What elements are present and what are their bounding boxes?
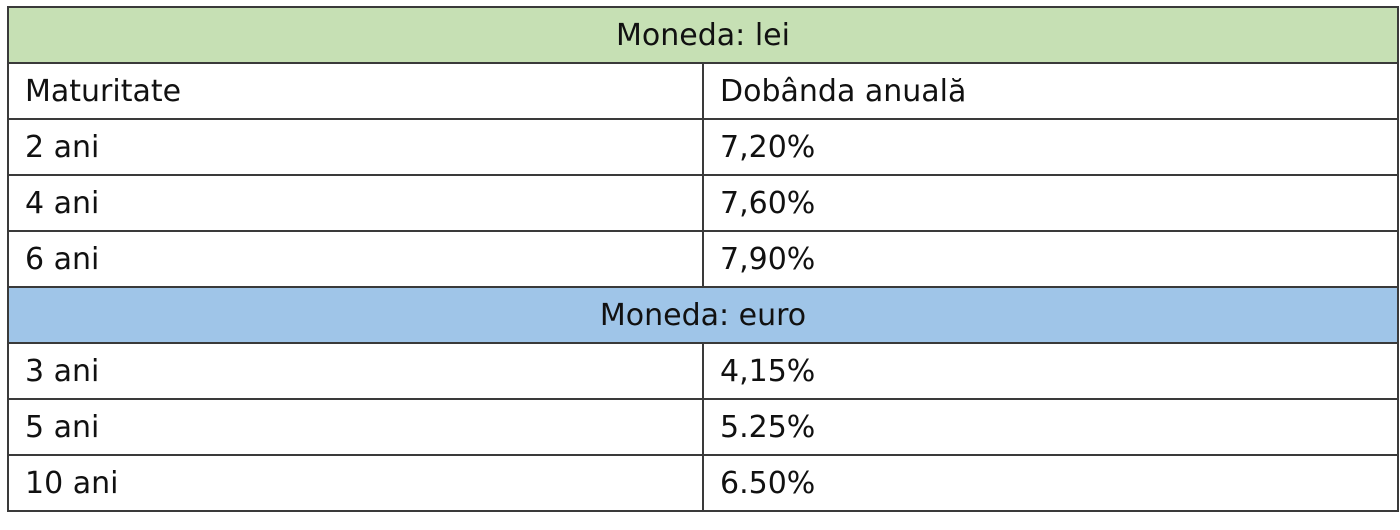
table-body: Moneda: lei Maturitate Dobânda anuală 2 ani… [7, 6, 1399, 512]
maturity-cell: 2 ani [7, 118, 704, 176]
section-title: Moneda: lei [7, 6, 1399, 64]
rate-cell: 7,20% [702, 118, 1399, 176]
data-row: 5 ani 5.25% [7, 398, 1399, 456]
maturity-cell: 4 ani [7, 174, 704, 232]
data-row: 4 ani 7,60% [7, 174, 1399, 232]
rates-table: Moneda: lei Maturitate Dobânda anuală 2 ani… [7, 6, 1399, 512]
data-row: 3 ani 4,15% [7, 342, 1399, 400]
header-cell: Maturitate [7, 62, 704, 120]
maturity-cell: 6 ani [7, 230, 704, 288]
maturity-cell: 3 ani [7, 342, 704, 400]
rate-cell: 4,15% [702, 342, 1399, 400]
header-row: Maturitate Dobânda anuală [7, 62, 1399, 120]
maturity-cell: 10 ani [7, 454, 704, 512]
data-row: 2 ani 7,20% [7, 118, 1399, 176]
rate-cell: 7,90% [702, 230, 1399, 288]
section-title-row: Moneda: euro [7, 286, 1399, 344]
section-title: Moneda: euro [7, 286, 1399, 344]
rate-cell: 5.25% [702, 398, 1399, 456]
header-cell: Dobânda anuală [702, 62, 1399, 120]
data-row: 10 ani 6.50% [7, 454, 1399, 512]
rate-cell: 6.50% [702, 454, 1399, 512]
data-row: 6 ani 7,90% [7, 230, 1399, 288]
maturity-cell: 5 ani [7, 398, 704, 456]
rate-cell: 7,60% [702, 174, 1399, 232]
section-title-row: Moneda: lei [7, 6, 1399, 64]
